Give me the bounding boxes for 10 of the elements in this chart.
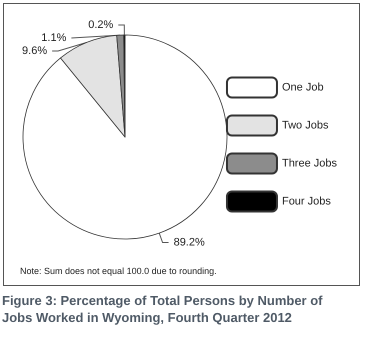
legend-label: Three Jobs xyxy=(282,158,338,170)
data-label: 9.6% xyxy=(22,45,48,57)
text: Note: Sum does not equal 100.0 due to rounding. xyxy=(20,266,217,276)
data-label: 0.2% xyxy=(88,19,114,31)
legend-label: Two Jobs xyxy=(282,120,329,132)
data-label: 1.1% xyxy=(41,32,67,44)
data-label: 89.2% xyxy=(174,236,205,249)
legend-label: One Job xyxy=(282,82,324,94)
text: Figure 3: Percentage of Total Persons by Number of Jobs Worked in Wyoming, Fourth Quarter 2012 xyxy=(2,292,324,326)
legend-label: Four Jobs xyxy=(282,196,332,208)
